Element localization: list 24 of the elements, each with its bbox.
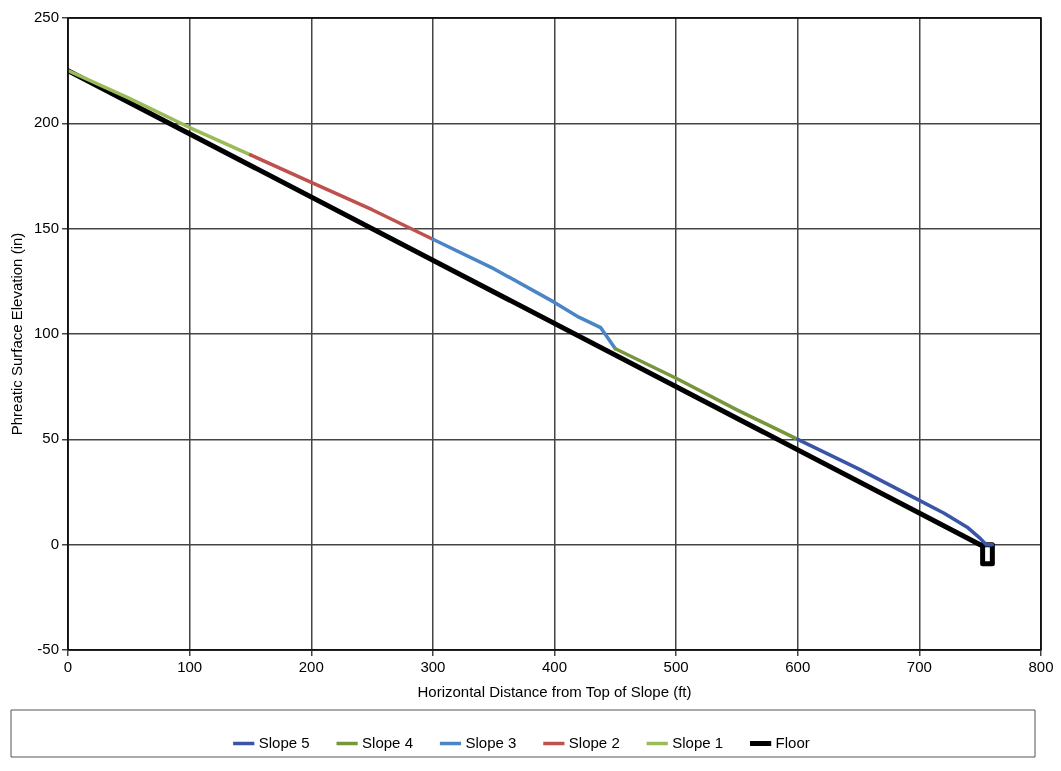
- legend-label: Slope 2: [568, 733, 620, 751]
- x-tick-label: 400: [542, 658, 568, 676]
- legend-label: Slope 4: [362, 733, 413, 751]
- legend-label: Slope 5: [258, 733, 310, 751]
- y-tick-label: 100: [34, 324, 60, 342]
- x-tick-label: 0: [63, 658, 73, 676]
- y-tick-label: 250: [34, 8, 60, 26]
- y-tick-label: -50: [37, 640, 60, 658]
- y-axis-title: Phreatic Surface Elevation (in): [8, 232, 26, 436]
- y-tick-label: 50: [42, 429, 60, 447]
- x-tick-label: 200: [298, 658, 324, 676]
- x-tick-label: 700: [906, 658, 932, 676]
- legend-label: Floor: [775, 733, 810, 751]
- legend-label: Slope 1: [672, 733, 724, 751]
- x-tick-label: 800: [1028, 658, 1054, 676]
- legend-label: Slope 3: [465, 733, 517, 751]
- y-tick-label: 0: [50, 534, 60, 552]
- y-tick-label: 200: [34, 113, 60, 131]
- x-tick-label: 600: [785, 658, 811, 676]
- x-tick-label: 500: [663, 658, 689, 676]
- x-tick-label: 100: [177, 658, 203, 676]
- x-tick-label: 300: [420, 658, 446, 676]
- x-axis-title: Horizontal Distance from Top of Slope (ft): [417, 683, 692, 701]
- y-tick-label: 150: [34, 218, 60, 236]
